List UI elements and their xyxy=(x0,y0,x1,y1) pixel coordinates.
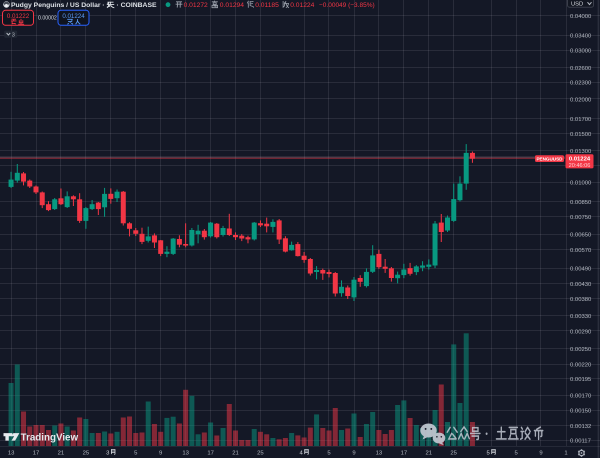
svg-text:0.01700: 0.01700 xyxy=(570,117,592,123)
svg-text:0.01272: 0.01272 xyxy=(184,2,208,9)
svg-text:−0.00049 (−3.85%): −0.00049 (−3.85%) xyxy=(319,2,375,9)
svg-text:0.00570: 0.00570 xyxy=(570,248,592,254)
svg-text:0.03000: 0.03000 xyxy=(570,49,592,55)
svg-text:0.02300: 0.02300 xyxy=(570,81,592,87)
svg-text:0.00132: 0.00132 xyxy=(570,424,591,430)
svg-text:0.01185: 0.01185 xyxy=(255,2,279,9)
svg-text:0.01300: 0.01300 xyxy=(570,149,592,155)
svg-text:PENGUUSD: PENGUUSD xyxy=(536,156,563,161)
svg-text:13: 13 xyxy=(376,451,383,457)
svg-text:0.00195: 0.00195 xyxy=(570,377,592,383)
svg-text:5: 5 xyxy=(327,451,331,457)
svg-text:0.00430: 0.00430 xyxy=(570,282,592,288)
svg-text:0.01500: 0.01500 xyxy=(570,132,592,138)
svg-text:0.01224: 0.01224 xyxy=(569,157,591,163)
svg-text:3: 3 xyxy=(12,33,15,39)
svg-text:25: 25 xyxy=(450,451,457,457)
svg-text:5: 5 xyxy=(486,451,490,457)
svg-text:13: 13 xyxy=(182,451,189,457)
svg-text:TradingView: TradingView xyxy=(21,433,79,444)
svg-text:3: 3 xyxy=(106,451,110,457)
svg-text:0.01294: 0.01294 xyxy=(220,2,244,9)
svg-text:21: 21 xyxy=(232,451,239,457)
svg-text:0.04000: 0.04000 xyxy=(570,14,592,20)
svg-text:25: 25 xyxy=(83,451,90,457)
svg-text:Pudgy Penguins / US Dollar · 1: Pudgy Penguins / US Dollar · 1 xyxy=(11,2,111,9)
svg-text:17: 17 xyxy=(401,451,408,457)
svg-text:0.00250: 0.00250 xyxy=(570,347,592,353)
svg-text:20:46:06: 20:46:06 xyxy=(569,163,591,169)
svg-text:0.03400: 0.03400 xyxy=(570,34,592,40)
svg-text:0.00170: 0.00170 xyxy=(570,394,592,400)
svg-text:0.00330: 0.00330 xyxy=(570,314,592,320)
svg-text:0.00220: 0.00220 xyxy=(570,363,592,369)
svg-text:0.00650: 0.00650 xyxy=(570,232,592,238)
svg-text:0.00002: 0.00002 xyxy=(38,15,57,21)
svg-text:25: 25 xyxy=(257,451,264,457)
svg-text:17: 17 xyxy=(207,451,214,457)
svg-text:1: 1 xyxy=(564,451,567,457)
svg-text:0.01224: 0.01224 xyxy=(62,13,85,20)
svg-text:13: 13 xyxy=(8,451,15,457)
svg-text:9: 9 xyxy=(352,451,355,457)
svg-text:0.01224: 0.01224 xyxy=(290,2,314,9)
svg-text:9: 9 xyxy=(539,451,542,457)
svg-text:0.00850: 0.00850 xyxy=(570,200,592,206)
svg-text:0.02000: 0.02000 xyxy=(570,97,592,103)
svg-text:0.00750: 0.00750 xyxy=(570,215,592,221)
svg-text:0.00117: 0.00117 xyxy=(570,438,591,444)
svg-text:0.00490: 0.00490 xyxy=(570,266,592,272)
svg-text:21: 21 xyxy=(426,451,433,457)
svg-text:0.00380: 0.00380 xyxy=(570,297,592,303)
svg-text:· COINBASE: · COINBASE xyxy=(117,2,157,9)
svg-text:5: 5 xyxy=(514,451,518,457)
svg-text:21: 21 xyxy=(58,451,65,457)
svg-text:USD: USD xyxy=(571,2,583,8)
svg-text:17: 17 xyxy=(33,451,40,457)
svg-text:0.00290: 0.00290 xyxy=(570,329,592,335)
svg-text:0.02600: 0.02600 xyxy=(570,66,592,72)
svg-text:4: 4 xyxy=(299,451,303,457)
svg-text:9: 9 xyxy=(159,451,162,457)
svg-text:5: 5 xyxy=(134,451,138,457)
svg-text:0.01000: 0.01000 xyxy=(570,181,592,187)
svg-text:0.00150: 0.00150 xyxy=(570,409,592,415)
svg-text:0.01222: 0.01222 xyxy=(7,13,30,20)
